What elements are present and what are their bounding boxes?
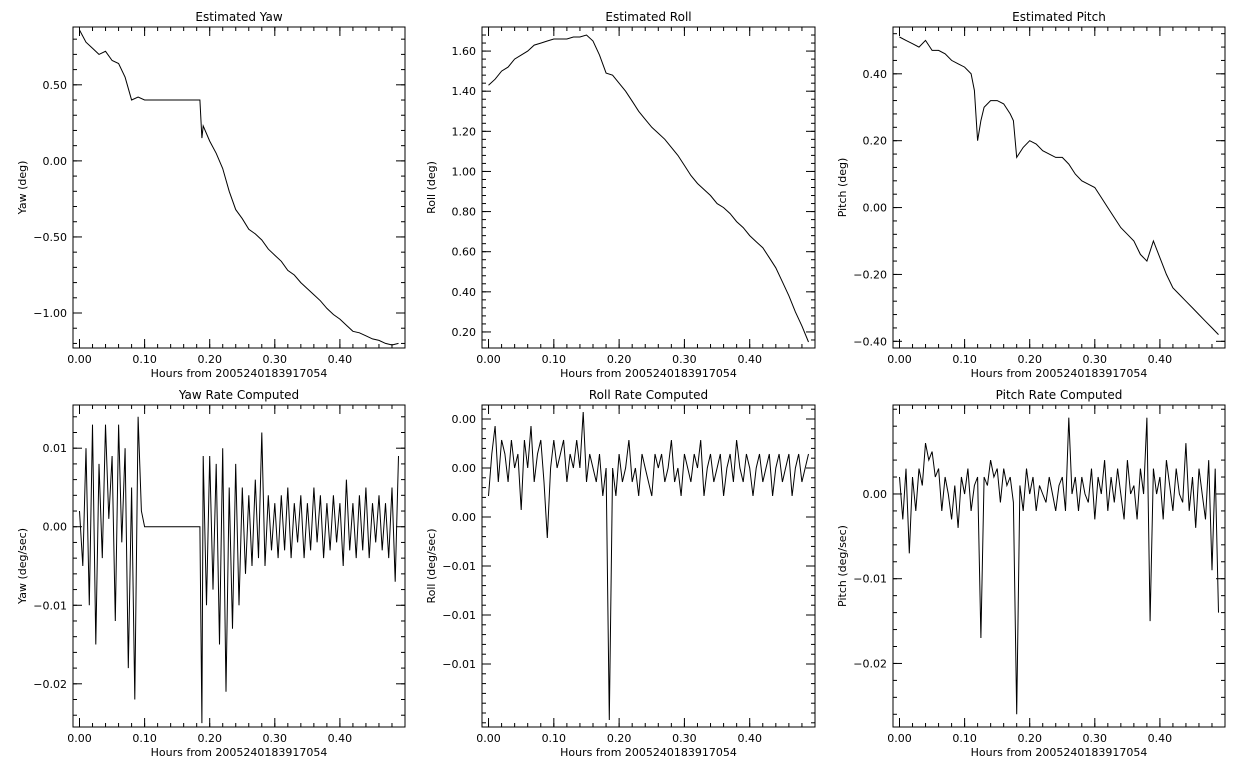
x-tick-label: 0.00 xyxy=(67,732,92,745)
plot-frame xyxy=(72,404,406,728)
x-tick-label: 0.40 xyxy=(737,732,762,745)
x-tick-label: 0.40 xyxy=(737,353,762,366)
x-tick-label: 0.00 xyxy=(476,732,501,745)
y-tick-label: 1.20 xyxy=(452,125,477,138)
x-tick-label: 0.30 xyxy=(263,353,288,366)
y-tick-label: −0.01 xyxy=(442,560,476,573)
y-axis-label: Yaw (deg/sec) xyxy=(16,528,29,605)
y-tick-label: −0.01 xyxy=(33,599,67,612)
chart-panel-2: Estimated Roll Hours from 200524018391705… xyxy=(425,10,816,380)
y-tick-label: 0.20 xyxy=(863,135,888,148)
x-tick-label: 0.20 xyxy=(1017,353,1042,366)
y-tick-label: 0.00 xyxy=(863,202,888,215)
y-axis-label: Yaw (deg) xyxy=(16,161,29,216)
chart-title: Yaw Rate Computed xyxy=(178,388,299,402)
y-axis-label: Roll (deg/sec) xyxy=(425,528,438,603)
y-tick-label: 0.80 xyxy=(452,206,477,219)
chart-panel-5: Roll Rate Computed Hours from 20052401839… xyxy=(425,388,816,759)
series-line xyxy=(79,416,399,724)
y-tick-label: −0.01 xyxy=(442,658,476,671)
x-axis-label: Hours from 2005240183917054 xyxy=(560,746,737,759)
y-tick-label: 1.40 xyxy=(452,85,477,98)
x-tick-label: 0.30 xyxy=(1083,353,1108,366)
x-axis-label: Hours from 2005240183917054 xyxy=(971,746,1148,759)
x-tick-label: 0.00 xyxy=(476,353,501,366)
chart-panel-1: Estimated Yaw Hours from 2005240183917054… xyxy=(16,10,406,380)
plot-frame xyxy=(481,26,816,349)
series-line xyxy=(899,36,1219,335)
plot-frame xyxy=(892,404,1226,728)
x-axis-label: Hours from 2005240183917054 xyxy=(971,367,1148,380)
x-tick-label: 0.30 xyxy=(672,353,697,366)
y-tick-label: 1.00 xyxy=(452,165,477,178)
y-tick-label: −0.50 xyxy=(33,231,67,244)
x-tick-label: 0.10 xyxy=(542,732,567,745)
x-tick-label: 0.40 xyxy=(1148,353,1173,366)
series-line xyxy=(488,34,809,343)
series-line xyxy=(488,411,809,721)
x-tick-label: 0.10 xyxy=(132,732,157,745)
y-tick-label: −0.20 xyxy=(853,268,887,281)
chart-title: Estimated Roll xyxy=(605,10,691,24)
x-tick-label: 0.20 xyxy=(607,353,632,366)
y-tick-label: 0.00 xyxy=(43,155,68,168)
y-tick-label: 1.60 xyxy=(452,45,477,58)
y-tick-label: −0.02 xyxy=(33,678,67,691)
chart-title: Roll Rate Computed xyxy=(589,388,708,402)
y-tick-label: 0.50 xyxy=(43,79,68,92)
x-tick-label: 0.20 xyxy=(1017,732,1042,745)
y-tick-label: 0.20 xyxy=(452,326,477,339)
chart-title: Estimated Pitch xyxy=(1012,10,1106,24)
y-tick-label: −0.01 xyxy=(853,573,887,586)
y-axis-label: Pitch (deg) xyxy=(836,158,849,218)
y-tick-label: −0.01 xyxy=(442,609,476,622)
y-tick-label: −0.02 xyxy=(853,657,887,670)
series-line xyxy=(899,417,1219,715)
x-axis-label: Hours from 2005240183917054 xyxy=(151,746,328,759)
x-tick-label: 0.40 xyxy=(328,732,353,745)
y-tick-label: 0.00 xyxy=(452,462,477,475)
y-tick-label: 0.40 xyxy=(452,286,477,299)
plot-frame xyxy=(892,26,1226,349)
x-tick-label: 0.20 xyxy=(197,732,222,745)
chart-panel-3: Estimated Pitch Hours from 20052401839170… xyxy=(836,10,1226,380)
x-tick-label: 0.10 xyxy=(132,353,157,366)
x-tick-label: 0.20 xyxy=(197,353,222,366)
x-axis-label: Hours from 2005240183917054 xyxy=(560,367,737,380)
y-tick-label: 0.00 xyxy=(43,521,68,534)
plot-frame xyxy=(72,26,406,349)
x-tick-label: 0.00 xyxy=(887,732,912,745)
y-axis-label: Pitch (deg/sec) xyxy=(836,525,849,607)
y-tick-label: −1.00 xyxy=(33,307,67,320)
chart-panel-4: Yaw Rate Computed Hours from 200524018391… xyxy=(16,388,406,759)
x-tick-label: 0.00 xyxy=(67,353,92,366)
series-line xyxy=(79,29,399,346)
x-tick-label: 0.40 xyxy=(1148,732,1173,745)
y-tick-label: 0.00 xyxy=(452,511,477,524)
chart-panel-6: Pitch Rate Computed Hours from 2005240183… xyxy=(836,388,1226,759)
plot-frame xyxy=(481,404,816,728)
chart-title: Estimated Yaw xyxy=(195,10,282,24)
y-tick-label: −0.40 xyxy=(853,335,887,348)
y-axis-label: Roll (deg) xyxy=(425,161,438,214)
y-tick-label: 0.01 xyxy=(43,442,68,455)
x-tick-label: 0.40 xyxy=(328,353,353,366)
x-tick-label: 0.30 xyxy=(263,732,288,745)
x-tick-label: 0.10 xyxy=(952,353,977,366)
y-tick-label: 0.00 xyxy=(452,413,477,426)
x-tick-label: 0.30 xyxy=(672,732,697,745)
chart-title: Pitch Rate Computed xyxy=(996,388,1123,402)
x-axis-label: Hours from 2005240183917054 xyxy=(151,367,328,380)
y-tick-label: 0.60 xyxy=(452,246,477,259)
x-tick-label: 0.10 xyxy=(542,353,567,366)
x-tick-label: 0.00 xyxy=(887,353,912,366)
y-tick-label: 0.40 xyxy=(863,68,888,81)
x-tick-label: 0.20 xyxy=(607,732,632,745)
x-tick-label: 0.10 xyxy=(952,732,977,745)
y-tick-label: 0.00 xyxy=(863,488,888,501)
x-tick-label: 0.30 xyxy=(1083,732,1108,745)
